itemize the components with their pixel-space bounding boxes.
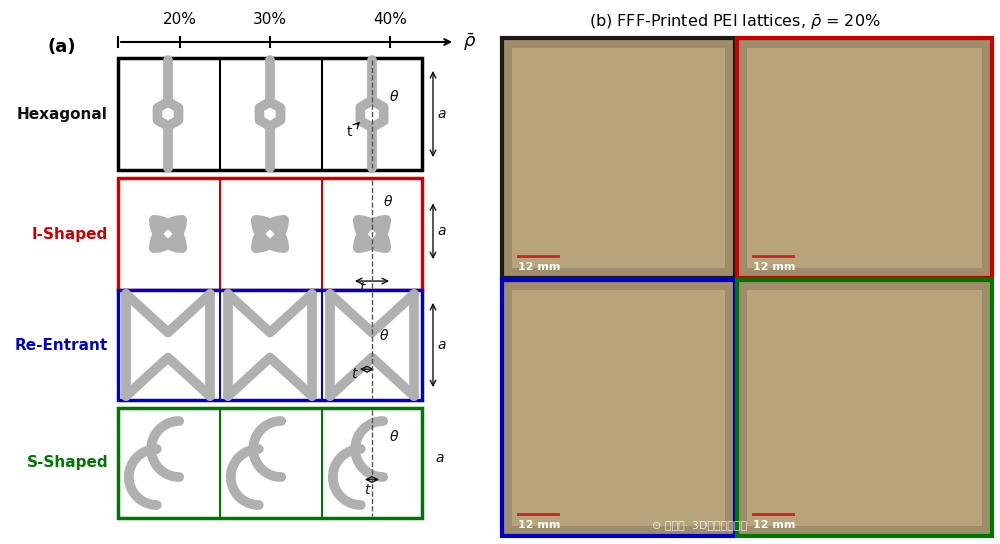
Bar — [118, 408, 218, 518]
Bar — [220, 408, 320, 518]
Bar — [118, 178, 218, 290]
Text: ⊙ 公众号· 3D打印技术参考: ⊙ 公众号· 3D打印技术参考 — [652, 520, 748, 530]
Text: t: t — [364, 483, 370, 497]
Text: 12 mm: 12 mm — [518, 520, 560, 530]
Bar — [322, 178, 422, 290]
Bar — [220, 178, 320, 290]
Bar — [118, 290, 218, 400]
FancyBboxPatch shape — [118, 290, 422, 400]
Text: I-Shaped: I-Shaped — [32, 226, 108, 242]
Text: a: a — [437, 338, 446, 352]
Text: (b) FFF-Printed PEI lattices, $\bar{\rho}$ = 20%: (b) FFF-Printed PEI lattices, $\bar{\rho… — [589, 13, 881, 32]
Text: Re-Entrant: Re-Entrant — [15, 337, 108, 353]
Bar — [118, 58, 218, 170]
Text: t: t — [347, 123, 359, 139]
Text: t: t — [351, 367, 357, 381]
Bar — [737, 38, 992, 278]
Text: (a): (a) — [48, 38, 76, 56]
Text: S-Shaped: S-Shaped — [26, 455, 108, 471]
Text: 12 mm: 12 mm — [518, 262, 560, 272]
Bar — [747, 48, 982, 268]
Text: 20%: 20% — [163, 12, 197, 27]
Bar — [502, 38, 735, 278]
Bar — [220, 290, 320, 400]
Bar — [737, 280, 992, 536]
FancyBboxPatch shape — [118, 178, 422, 290]
Text: θ: θ — [390, 430, 398, 444]
Bar — [322, 290, 422, 400]
FancyBboxPatch shape — [118, 58, 422, 170]
Bar — [322, 408, 422, 518]
Bar — [220, 58, 320, 170]
Text: θ: θ — [390, 90, 398, 103]
Text: θ: θ — [384, 195, 392, 209]
Text: $\bar{\rho}$: $\bar{\rho}$ — [463, 31, 476, 53]
Bar — [747, 290, 982, 526]
Text: Hexagonal: Hexagonal — [17, 107, 108, 121]
Bar — [512, 290, 725, 526]
Text: a: a — [435, 450, 444, 465]
Text: 12 mm: 12 mm — [753, 520, 795, 530]
Bar — [322, 58, 422, 170]
Text: 40%: 40% — [373, 12, 407, 27]
Text: θ: θ — [380, 329, 388, 343]
Bar — [512, 48, 725, 268]
Text: 30%: 30% — [253, 12, 287, 27]
Text: 12 mm: 12 mm — [753, 262, 795, 272]
Text: a: a — [437, 107, 446, 121]
Text: t: t — [359, 281, 365, 295]
FancyBboxPatch shape — [118, 408, 422, 518]
Bar — [502, 280, 735, 536]
Text: a: a — [437, 224, 446, 238]
